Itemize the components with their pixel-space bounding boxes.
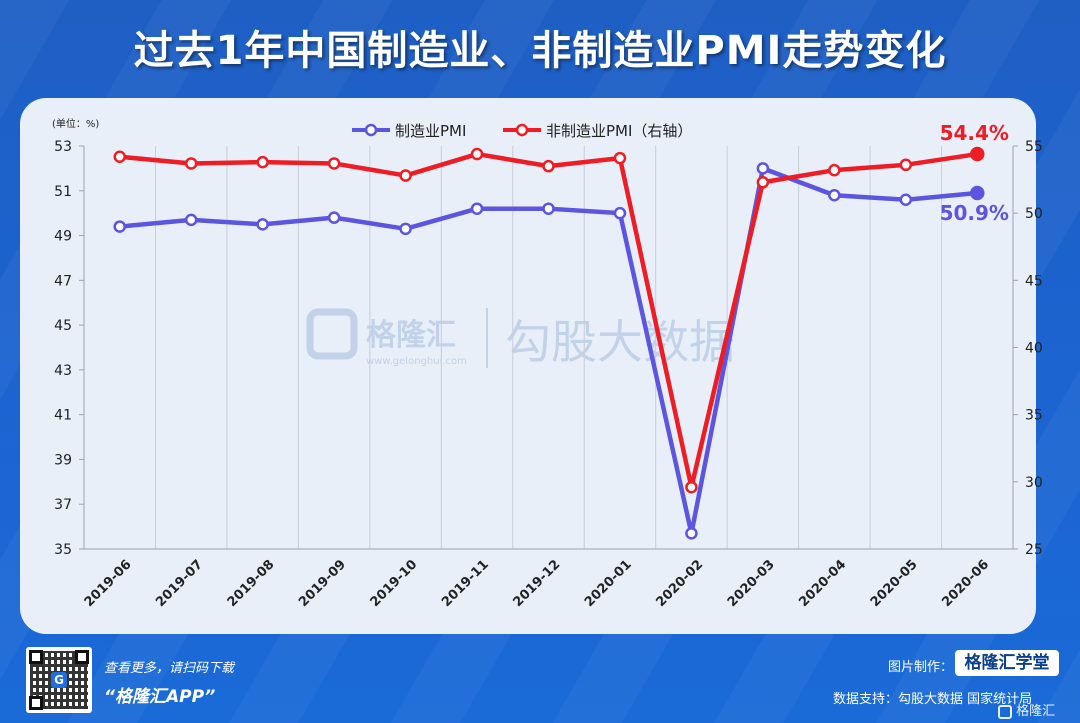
y-left-tick-label: 35 bbox=[54, 542, 72, 558]
data-point-manufacturing bbox=[399, 222, 412, 236]
corner-logo-icon bbox=[998, 704, 1012, 719]
x-tick-label: 2019-06 bbox=[82, 557, 135, 610]
unit-label: (单位：%) bbox=[52, 117, 99, 130]
data-point-non-manufacturing bbox=[970, 146, 985, 162]
y-left-tick-label: 49 bbox=[54, 229, 72, 245]
data-point-manufacturing bbox=[613, 206, 627, 220]
x-tick-label: 2019-07 bbox=[153, 557, 206, 610]
data-point-non-manufacturing bbox=[113, 150, 126, 163]
data-point-manufacturing bbox=[542, 202, 555, 215]
y-left-tick-label: 45 bbox=[54, 318, 72, 334]
annotation-non-manufacturing-last: 54.4% bbox=[940, 121, 1009, 145]
data-point-non-manufacturing bbox=[756, 176, 770, 189]
qr-finder-bottom-left bbox=[29, 696, 43, 710]
watermark-logo-icon bbox=[306, 308, 358, 360]
y-right-tick-label: 50 bbox=[1025, 206, 1043, 222]
data-point-manufacturing bbox=[256, 218, 269, 231]
x-tick-label: 2020-01 bbox=[582, 557, 635, 610]
y-right-tick-label: 30 bbox=[1025, 475, 1043, 491]
data-point-non-manufacturing bbox=[899, 158, 913, 172]
footer-source: 数据支持：勾股大数据 国家统计局 bbox=[833, 692, 1033, 707]
plot-area: 35 37 39 41 43 45 47 49 51 53 25 30 35 40 45 50 55 2019-0… bbox=[54, 139, 1043, 610]
legend-item-non-manufacturing: 非制造业PMI（右轴） bbox=[503, 122, 692, 140]
data-point-manufacturing bbox=[470, 202, 484, 215]
legend-label-non-manufacturing: 非制造业PMI（右轴） bbox=[546, 122, 692, 140]
watermark-domain: www.gelonghui.com bbox=[366, 356, 467, 367]
x-tick-label: 2020-04 bbox=[796, 557, 849, 610]
legend-item-manufacturing: 制造业PMI bbox=[352, 122, 466, 140]
data-point-non-manufacturing bbox=[685, 480, 698, 494]
qr-finder-top-left bbox=[29, 650, 43, 664]
data-point-manufacturing bbox=[685, 527, 698, 540]
y-left-tick-label: 51 bbox=[54, 184, 72, 200]
footer-scan-text: 查看更多，请扫码下载 bbox=[104, 661, 235, 676]
watermark: 格隆汇 www.gelonghui.com 勾股大数据 bbox=[306, 308, 735, 369]
made-by-brand: 格隆汇学堂 bbox=[964, 653, 1050, 673]
data-point-non-manufacturing bbox=[256, 155, 269, 169]
data-point-non-manufacturing bbox=[327, 157, 341, 170]
qr-code[interactable]: G bbox=[26, 647, 92, 713]
x-tick-label: 2020-06 bbox=[939, 557, 992, 610]
data-point-manufacturing bbox=[899, 193, 913, 206]
x-tick-label: 2019-09 bbox=[296, 557, 349, 610]
y-left-tick-label: 43 bbox=[54, 363, 72, 379]
data-point-non-manufacturing bbox=[184, 157, 198, 170]
x-tick-label: 2019-11 bbox=[439, 557, 492, 610]
legend: 制造业PMI 非制造业PMI（右轴） bbox=[352, 122, 692, 140]
qr-finder-top-right bbox=[75, 650, 89, 664]
y-right-tick-label: 25 bbox=[1025, 542, 1043, 558]
page-title: 过去1年中国制造业、非制造业PMI走势变化 bbox=[133, 28, 947, 74]
y-right-tick-label: 40 bbox=[1025, 341, 1043, 357]
footer-corner-logo: 格隆汇 bbox=[998, 700, 1055, 719]
data-point-non-manufacturing bbox=[470, 147, 484, 161]
data-point-non-manufacturing bbox=[828, 163, 841, 177]
y-left-tick-label: 41 bbox=[54, 408, 72, 424]
data-point-manufacturing bbox=[756, 162, 770, 175]
y-right-tick-label: 35 bbox=[1025, 408, 1043, 424]
qr-logo-icon: G bbox=[51, 672, 67, 688]
data-point-non-manufacturing bbox=[399, 169, 412, 182]
y-left-tick-label: 37 bbox=[54, 497, 72, 513]
y-left-tick-label: 53 bbox=[54, 139, 72, 155]
footer-app-name: “格隆汇APP” bbox=[104, 687, 216, 707]
x-tick-label: 2019-08 bbox=[225, 557, 278, 610]
data-point-manufacturing bbox=[327, 211, 341, 224]
x-tick-label: 2019-12 bbox=[511, 557, 564, 610]
legend-label-manufacturing: 制造业PMI bbox=[395, 122, 466, 140]
corner-logo-text: 格隆汇 bbox=[1016, 704, 1056, 719]
x-tick-label: 2020-02 bbox=[653, 557, 706, 610]
data-point-non-manufacturing bbox=[542, 159, 555, 173]
x-tick-label: 2020-05 bbox=[868, 557, 921, 610]
x-tick-label: 2019-10 bbox=[368, 557, 421, 610]
x-tick-label: 2020-03 bbox=[725, 557, 778, 610]
data-point-manufacturing bbox=[113, 220, 126, 233]
data-point-manufacturing bbox=[184, 213, 198, 227]
annotation-manufacturing-last: 50.9% bbox=[940, 201, 1009, 225]
y-left-tick-label: 47 bbox=[54, 273, 72, 289]
watermark-text: 勾股大数据 bbox=[505, 315, 735, 369]
data-point-manufacturing bbox=[970, 185, 985, 201]
data-point-manufacturing bbox=[828, 189, 841, 202]
y-left-tick-label: 39 bbox=[54, 452, 72, 468]
y-right-tick-label: 45 bbox=[1025, 273, 1043, 289]
y-right-tick-label: 55 bbox=[1025, 139, 1043, 155]
data-point-non-manufacturing bbox=[613, 151, 627, 165]
chart-panel bbox=[20, 98, 1036, 634]
footer-made-by-label: 图片制作： bbox=[888, 660, 954, 675]
watermark-brand: 格隆汇 bbox=[366, 318, 456, 353]
made-by-badge: 格隆汇学堂 bbox=[955, 650, 1059, 676]
